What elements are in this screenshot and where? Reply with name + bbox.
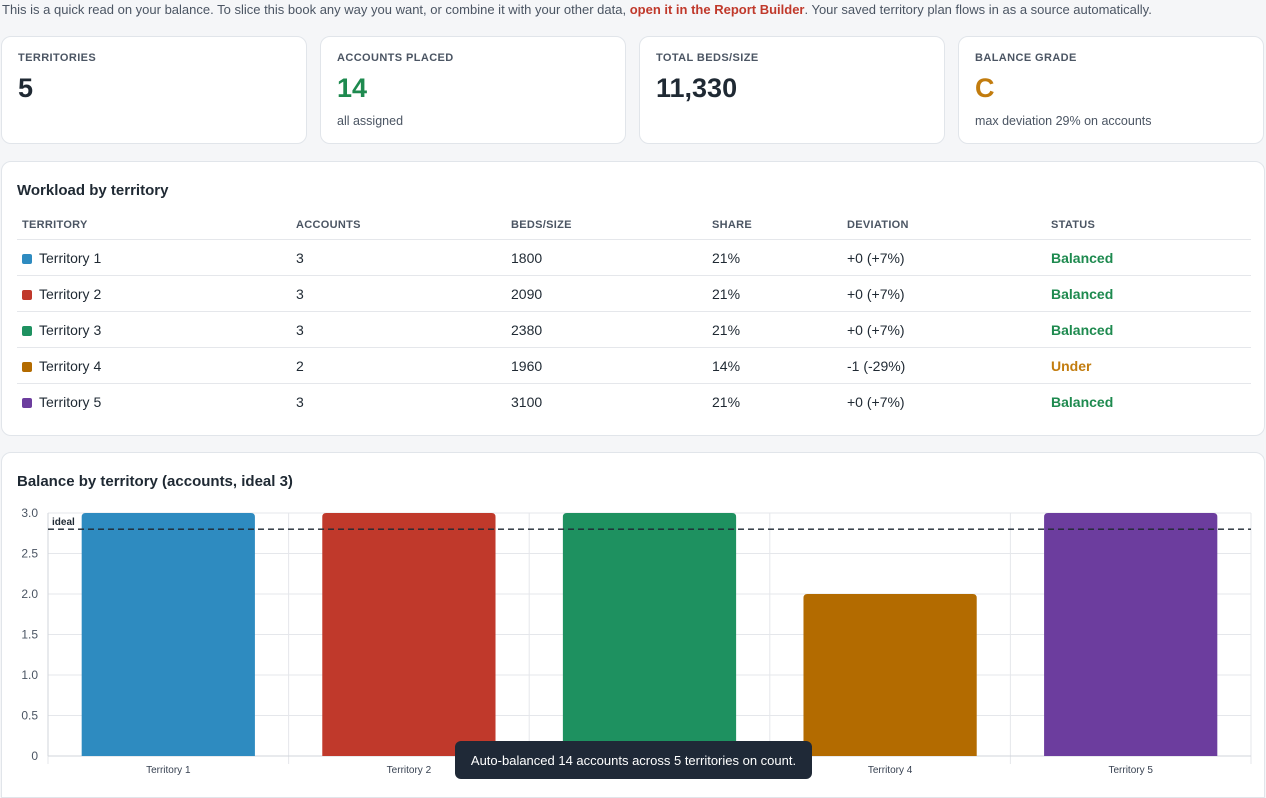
workload-title: Workload by territory	[17, 182, 169, 199]
kpi-sub: all assigned	[337, 114, 404, 128]
kpi-sub: max deviation 29% on accounts	[975, 114, 1152, 128]
column-header-territory: TERRITORY	[17, 209, 291, 240]
territory-cell: Territory 2	[17, 275, 291, 312]
column-header-beds: BEDS/SIZE	[506, 209, 707, 240]
territory-name: Territory 1	[39, 249, 102, 266]
territory-swatch	[22, 397, 32, 408]
beds-cell: 1800	[506, 239, 707, 276]
kpi-label: ACCOUNTS PLACED	[337, 52, 454, 64]
status-cell: Balanced	[1051, 393, 1114, 410]
status-cell: Balanced	[1046, 311, 1251, 348]
column-header-deviation: DEVIATION	[842, 209, 1046, 240]
intro-text-after: . Your saved territory plan flows in as …	[804, 2, 1152, 17]
share-cell: 21%	[712, 393, 741, 410]
kpi-value: 14	[337, 73, 368, 103]
territory-swatch	[22, 289, 32, 300]
deviation-cell: +0 (+7%)	[842, 275, 1046, 312]
intro-text: This is a quick read on your balance. To…	[2, 2, 1152, 17]
territory-name: Territory 2	[39, 285, 102, 302]
bar-territory-1	[81, 513, 255, 756]
bar-territory-4	[803, 594, 977, 756]
intro-text-before: This is a quick read on your balance. To…	[2, 2, 630, 17]
bar-territory-2	[322, 513, 496, 756]
kpi-label: TOTAL BEDS/SIZE	[656, 52, 759, 64]
territory-swatch	[22, 253, 32, 264]
kpi-territories: TERRITORIES 5	[1, 36, 307, 144]
status-cell: Balanced	[1046, 275, 1251, 312]
bar-territory-3	[562, 513, 737, 756]
territory-name: Territory 4	[39, 357, 102, 374]
accounts-cell: 3	[291, 311, 506, 348]
beds-cell: 1960	[506, 347, 707, 384]
chart-title: Balance by territory (accounts, ideal 3)	[17, 473, 293, 490]
x-tick-label: Territory 1	[146, 765, 191, 776]
accounts-cell: 3	[291, 275, 506, 312]
kpi-accounts-placed: ACCOUNTS PLACED 14 all assigned	[320, 36, 626, 144]
territory-cell: Territory 4	[17, 347, 291, 384]
kpi-total-beds: TOTAL BEDS/SIZE 11,330	[639, 36, 945, 144]
table-row: Territory 4 2 1960 14% -1 (-29%) Under	[17, 347, 1251, 384]
column-header-share: SHARE	[707, 209, 842, 240]
kpi-balance-grade: BALANCE GRADE C max deviation 29% on acc…	[958, 36, 1264, 144]
accounts-cell: 3	[291, 239, 506, 276]
kpi-value: 5	[18, 73, 34, 103]
territory-name: Territory 3	[39, 321, 102, 338]
accounts-cell: 2	[291, 347, 506, 384]
territory-swatch	[22, 361, 32, 372]
accounts-cell: 3	[296, 393, 304, 410]
column-header-status: STATUS	[1046, 209, 1251, 240]
territory-cell: Territory 1	[17, 239, 291, 276]
balance-bar-chart: 3.0 2.5 2.0 1.5 1.0 0.5 0 Territory 1 Territory …	[21, 506, 1252, 776]
y-tick-label: 1.5	[21, 628, 38, 642]
column-header-accounts: ACCOUNTS	[291, 209, 506, 240]
deviation-cell: +0 (+7%)	[847, 393, 905, 410]
share-cell: 21%	[707, 311, 842, 348]
y-tick-label: 2.5	[21, 547, 38, 561]
deviation-cell: -1 (-29%)	[842, 347, 1046, 384]
x-tick-label: Territory 5	[1108, 765, 1153, 776]
share-cell: 14%	[707, 347, 842, 384]
kpi-label: TERRITORIES	[18, 52, 97, 64]
beds-cell: 2380	[506, 311, 707, 348]
y-tick-label: 1.0	[21, 668, 38, 682]
y-tick-label: 2.0	[21, 587, 38, 601]
territory-cell: Territory 3	[17, 311, 291, 348]
x-tick-label: Territory 4	[868, 765, 913, 776]
share-cell: 21%	[707, 275, 842, 312]
balance-chart-panel: Balance by territory (accounts, ideal 3)…	[1, 452, 1265, 798]
territory-name: Territory 5	[39, 393, 102, 410]
y-tick-label: 3.0	[21, 506, 38, 520]
kpi-label: BALANCE GRADE	[975, 52, 1077, 64]
workload-table: TERRITORY ACCOUNTS BEDS/SIZE SHARE DEVIA…	[17, 209, 1251, 420]
kpi-value: C	[975, 73, 995, 103]
kpi-value: 11,330	[656, 73, 738, 103]
workload-panel: Workload by territory TERRITORY ACCOUNTS…	[1, 161, 1265, 436]
x-tick-label: Territory 2	[387, 765, 432, 776]
table-header-row: TERRITORY ACCOUNTS BEDS/SIZE SHARE DEVIA…	[17, 209, 1251, 240]
y-tick-label: 0	[31, 749, 38, 763]
table-row: Territory 5 3 3100 21% +0 (+7%) Balanced	[17, 384, 1251, 420]
toast-notification: Auto-balanced 14 accounts across 5 terri…	[455, 741, 812, 779]
territory-swatch	[22, 325, 32, 336]
beds-cell: 3100	[511, 393, 543, 410]
y-tick-label: 0.5	[21, 709, 38, 723]
territory-cell: Territory 5	[17, 384, 291, 420]
table-row: Territory 2 3 2090 21% +0 (+7%) Balanced	[17, 275, 1251, 312]
status-cell: Under	[1046, 347, 1251, 384]
ideal-label: ideal	[52, 517, 75, 528]
table-row: Territory 3 3 2380 21% +0 (+7%) Balanced	[17, 311, 1251, 348]
deviation-cell: +0 (+7%)	[842, 239, 1046, 276]
share-cell: 21%	[707, 239, 842, 276]
table-row: Territory 1 3 1800 21% +0 (+7%) Balanced	[17, 239, 1251, 276]
beds-cell: 2090	[506, 275, 707, 312]
status-cell: Balanced	[1046, 239, 1251, 276]
deviation-cell: +0 (+7%)	[842, 311, 1046, 348]
bar-territory-5	[1044, 513, 1218, 756]
report-builder-link[interactable]: open it in the Report Builder	[629, 2, 805, 17]
